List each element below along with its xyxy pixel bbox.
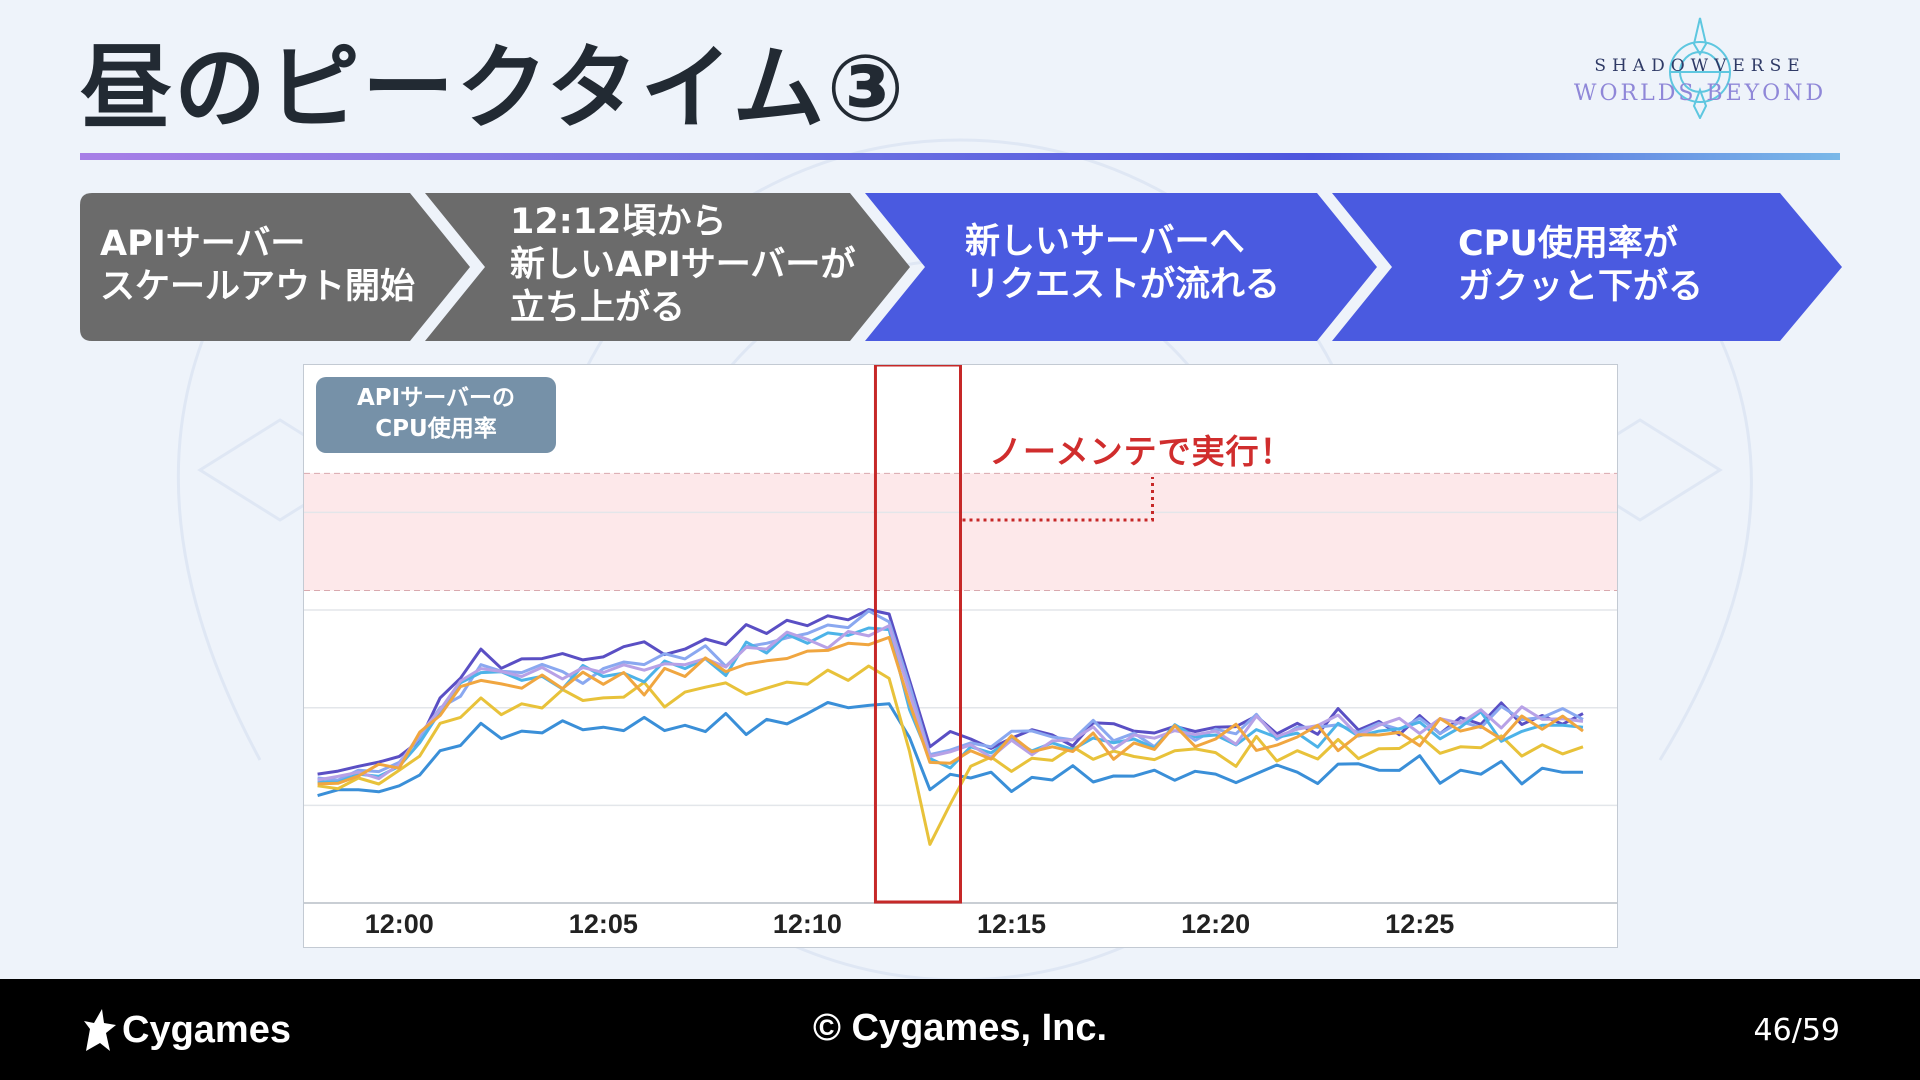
series-line-5 — [317, 624, 1584, 782]
series-line-4 — [317, 626, 1584, 784]
flow-step-2-shape — [425, 193, 910, 341]
flow-step-2-label: 12:12頃から 新しいAPIサーバーが 立ち上がる — [510, 202, 856, 328]
game-logo: SHADOWVERSE WORLDS BEYOND — [1560, 14, 1840, 119]
annotation-connector — [962, 477, 1154, 522]
x-tick-label-4: 12:20 — [1181, 909, 1250, 939]
flow-step-4-label: CPU使用率が ガクッと下がる — [1458, 224, 1704, 307]
page-number: 46/59 — [1753, 1013, 1840, 1048]
series-line-1 — [317, 664, 1584, 846]
cpu-usage-chart: 12:00 12:05 12:10 12:15 12:20 12:25 APIサーバーの … — [303, 364, 1618, 948]
brand-name: Cygames — [122, 1009, 291, 1051]
highlight-box — [873, 365, 962, 904]
x-tick-label-3: 12:15 — [977, 909, 1046, 939]
flow-step-1-shape — [80, 193, 470, 341]
logo-line-2: WORLDS BEYOND — [1573, 81, 1827, 106]
flow-step-3-shape — [865, 193, 1377, 341]
series-line-2 — [317, 608, 1584, 776]
process-flow: APIサーバー スケールアウト開始 12:12頃から 新しいAPIサーバーが 立… — [80, 193, 1842, 341]
x-tick-label-0: 12:00 — [365, 909, 434, 939]
page-title: 昼のピークタイム③ — [80, 35, 907, 142]
crest-emblem-icon — [1669, 17, 1731, 119]
series-line-0 — [317, 701, 1584, 798]
cygames-logo-icon — [84, 1009, 116, 1051]
x-tick-label-2: 12:10 — [773, 909, 842, 939]
series-line-6 — [317, 635, 1584, 786]
copyright-text: © Cygames, Inc. — [812, 1007, 1108, 1049]
chart-plot: 12:00 12:05 12:10 12:15 12:20 12:25 — [304, 365, 1617, 939]
flow-step-3-label: 新しいサーバーへ リクエストが流れる — [965, 222, 1281, 305]
flow-arrows — [80, 193, 1842, 341]
flow-step-1-label: APIサーバー スケールアウト開始 — [100, 224, 416, 307]
annotation-text: ノーメンテで実行！ — [989, 432, 1294, 471]
series-line-3 — [317, 609, 1584, 782]
flow-step-4-shape — [1332, 193, 1842, 341]
title-underline — [80, 153, 1840, 160]
y-axis-label: APIサーバーの CPU使用率 — [316, 377, 556, 453]
logo-line-1: SHADOWVERSE — [1594, 56, 1806, 76]
footer-bar: Cygames © Cygames, Inc. 46/59 — [0, 979, 1920, 1080]
x-tick-label-5: 12:25 — [1385, 909, 1454, 939]
footer-brand: Cygames — [80, 1007, 291, 1053]
x-tick-label-1: 12:05 — [569, 909, 638, 939]
